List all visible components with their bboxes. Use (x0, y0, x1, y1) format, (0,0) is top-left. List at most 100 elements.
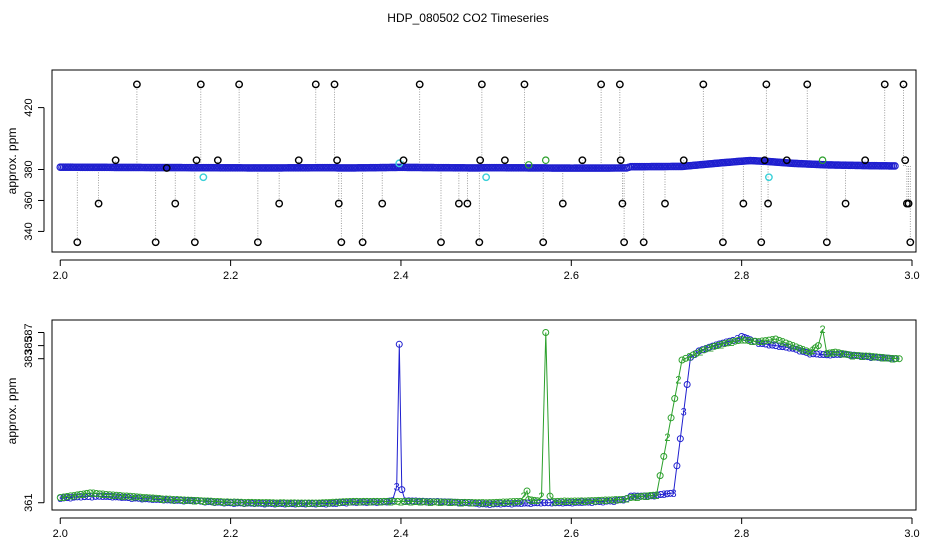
series-point-3 (395, 340, 403, 348)
bottom-x-tick-label: 2.2 (223, 528, 238, 540)
series-point-3 (809, 350, 817, 358)
series-marker-2: 2 (860, 351, 866, 363)
bottom-x-tick-label: 2.0 (53, 528, 68, 540)
outlier-point (764, 199, 772, 208)
series-marker-2: 2 (252, 497, 258, 509)
series-point-2 (471, 499, 479, 507)
outlier-point (294, 156, 303, 165)
series-point-2 (852, 352, 860, 360)
outlier-point (679, 156, 688, 165)
series-point-2 (892, 355, 900, 363)
series-point-2 (475, 499, 483, 507)
series-marker-2: 2 (592, 496, 598, 508)
series-marker-2: 2 (602, 495, 608, 507)
series-marker-2: 2 (490, 497, 496, 509)
series-point-3 (833, 350, 841, 358)
series-point-2 (796, 344, 804, 352)
series-point-2 (895, 355, 903, 363)
series-point-2 (765, 336, 773, 344)
series-point-2 (142, 494, 150, 502)
series-marker-3: 3 (456, 497, 462, 509)
series-marker-3: 3 (374, 497, 380, 509)
series-marker-3: 3 (445, 497, 451, 509)
green-point (541, 156, 550, 165)
outlier-point (330, 80, 339, 89)
outlier-point (133, 80, 141, 89)
outlier-point (661, 199, 669, 208)
series-point-2 (814, 342, 822, 350)
series-point-2 (339, 498, 347, 506)
series-marker-2: 2 (337, 497, 343, 509)
series-marker-2: 2 (357, 496, 363, 508)
series-marker-2: 2 (61, 492, 67, 504)
series-marker-2: 2 (500, 497, 506, 509)
series-point-2 (204, 497, 212, 505)
series-point-2 (112, 491, 120, 499)
series-point-2 (73, 491, 81, 499)
top-x-tick-label: 2.2 (223, 270, 238, 282)
outlier-point (861, 156, 870, 165)
outlier-point (111, 156, 120, 165)
series-marker-3: 3 (600, 496, 606, 508)
series-point-3 (541, 499, 549, 507)
outlier-point (782, 156, 791, 165)
series-point-2 (255, 499, 263, 507)
series-point-3 (336, 499, 344, 507)
outlier-point (454, 199, 463, 208)
series-point-2 (420, 498, 428, 506)
series-point-2 (383, 497, 391, 505)
series-point-2 (802, 347, 810, 355)
series-point-3 (479, 500, 487, 508)
series-marker-2: 2 (653, 490, 659, 502)
series-point-2 (266, 499, 274, 507)
outlier-point (475, 238, 484, 247)
outlier-point (171, 199, 180, 208)
series-marker-3: 3 (620, 494, 626, 506)
series-point-2 (567, 497, 575, 505)
series-point-2 (649, 491, 657, 499)
series-point-2 (322, 499, 330, 507)
series-point-2 (693, 349, 701, 357)
series-marker-3: 3 (364, 497, 370, 509)
series-marker-2: 2 (551, 496, 557, 508)
series-marker-3: 3 (150, 494, 156, 506)
series-point-2 (152, 494, 160, 502)
series-point-2 (486, 499, 494, 507)
bottom-y-tick-label: 383 (23, 350, 35, 368)
outlier-point (880, 80, 889, 89)
series-point-2 (671, 395, 679, 403)
series-marker-2: 2 (728, 337, 734, 349)
series-point-3 (581, 498, 589, 506)
series-marker-3: 3 (57, 493, 63, 505)
series-marker-3: 3 (292, 499, 298, 511)
series-point-2 (656, 472, 664, 480)
series-marker-3: 3 (313, 499, 319, 511)
series-point-2 (290, 499, 298, 507)
series-point-3 (135, 494, 143, 502)
series-point-2 (785, 340, 793, 348)
outlier-point (333, 156, 341, 165)
series-point-2 (63, 492, 71, 500)
series-marker-3: 3 (589, 497, 595, 509)
bottom-plot-marks: 3 3 3 3 3 3 3 3 3 3 3 3 3 3 3 3 3 3 3 3 3 3 3 3 3 3 3 3 3 3 3 3 333 3 3 3 3 3… (56, 324, 903, 511)
series-point-2 (588, 497, 596, 505)
outlier-point (73, 238, 82, 247)
series-point-2 (772, 335, 780, 343)
outlier-point (904, 199, 913, 208)
series-point-2 (660, 452, 668, 460)
series-point-2 (876, 353, 884, 361)
series-marker-3: 3 (323, 498, 329, 510)
series-point-2 (574, 497, 582, 505)
series-point-3 (663, 490, 671, 498)
series-point-2 (56, 493, 64, 501)
outlier-point (476, 156, 485, 165)
series-point-2 (133, 493, 141, 501)
series-marker-2: 2 (759, 336, 765, 348)
series-marker-2: 2 (295, 498, 301, 510)
series-point-3 (673, 462, 681, 470)
top-plot-marks (56, 80, 915, 247)
series-point-2 (546, 492, 554, 500)
series-point-2 (618, 495, 626, 503)
outlier-point (639, 238, 648, 247)
